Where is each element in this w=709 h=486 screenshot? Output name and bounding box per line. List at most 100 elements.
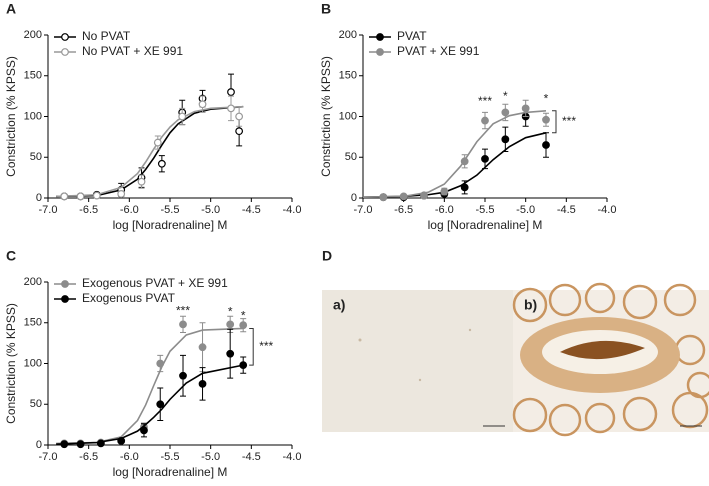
data-point: [481, 116, 489, 125]
significance: ***: [176, 304, 190, 318]
y-tick-label: 200: [339, 29, 357, 41]
panel-label: C: [6, 248, 16, 264]
data-point: [521, 104, 530, 113]
x-tick-label: -6.5: [79, 204, 98, 216]
data-point: [117, 190, 126, 198]
data-point: [227, 88, 235, 96]
fit-curve: [56, 105, 244, 198]
fit-curve: [56, 364, 244, 445]
legend-label: No PVAT: [82, 29, 131, 43]
panel-label: A: [6, 1, 16, 17]
significance: *: [241, 308, 246, 322]
data-point: [440, 187, 449, 196]
bracket: [249, 327, 254, 366]
data-point: [542, 115, 550, 124]
data-point: [156, 400, 165, 409]
data-point: [60, 192, 69, 201]
x-tick-label: -6.0: [120, 204, 139, 216]
speck: [418, 378, 422, 382]
data-point: [460, 183, 469, 192]
vessel-content: [560, 340, 645, 360]
data-point: [501, 108, 510, 117]
data-point: [179, 320, 187, 329]
data-point: [76, 440, 85, 449]
x-tick-label: -6.5: [394, 204, 413, 216]
data-point: [156, 359, 165, 368]
x-tick-label: -4.0: [283, 204, 302, 216]
legend-marker: [376, 48, 384, 56]
y-tick-label: 0: [36, 192, 42, 204]
fit-curve: [56, 105, 244, 198]
data-point: [117, 437, 126, 445]
data-point: [179, 371, 187, 380]
y-tick-label: 100: [24, 110, 42, 122]
data-point: [460, 157, 469, 166]
data-point: [227, 104, 235, 113]
x-tick-label: -4.5: [242, 451, 261, 463]
y-axis-label: Constriction (% KPSS): [319, 56, 333, 177]
x-tick-label: -5.0: [201, 204, 220, 216]
image-label: a): [333, 297, 345, 313]
data-point: [92, 191, 101, 200]
x-tick-label: -7.0: [39, 204, 58, 216]
data-point: [239, 321, 248, 330]
y-axis-label: Constriction (% KPSS): [4, 303, 18, 424]
data-point: [399, 192, 408, 201]
data-point: [379, 193, 388, 202]
x-tick-label: -5.5: [161, 451, 180, 463]
legend-marker: [61, 295, 69, 303]
legend-label: Exogenous PVAT: [82, 291, 176, 305]
x-tick-label: -6.0: [120, 451, 139, 463]
y-tick-label: 0: [36, 439, 42, 451]
data-point: [153, 138, 162, 147]
x-axis-label: log [Noradrenaline] M: [113, 465, 228, 479]
fit-curve: [362, 109, 547, 198]
data-point: [235, 112, 244, 121]
data-point: [501, 135, 510, 144]
legend-label: No PVAT + XE 991: [82, 44, 183, 58]
legend-label: PVAT: [397, 29, 427, 43]
y-tick-label: 200: [24, 29, 42, 41]
panel-label: D: [322, 248, 332, 264]
x-tick-label: -6.0: [435, 204, 454, 216]
bracket-label: ***: [562, 114, 576, 128]
data-point: [76, 192, 85, 201]
x-tick-label: -5.5: [161, 204, 180, 216]
panel-label: B: [321, 1, 331, 17]
y-axis-label: Constriction (% KPSS): [4, 56, 18, 177]
data-point: [157, 159, 166, 168]
x-tick-label: -6.5: [79, 451, 98, 463]
y-tick-label: 50: [30, 151, 42, 163]
legend-marker: [61, 280, 69, 288]
significance: *: [503, 89, 508, 103]
y-tick-label: 150: [24, 70, 42, 82]
significance: *: [228, 304, 233, 318]
fit-curve: [56, 327, 244, 445]
x-tick-label: -7.0: [354, 204, 373, 216]
y-tick-label: 0: [351, 192, 357, 204]
data-point: [198, 379, 207, 388]
data-point: [226, 349, 235, 358]
data-point: [226, 320, 235, 329]
y-tick-label: 50: [30, 398, 42, 410]
legend-marker: [61, 48, 69, 56]
data-point: [60, 440, 69, 449]
y-tick-label: 150: [24, 317, 42, 329]
significance: ***: [478, 94, 492, 108]
x-tick-label: -5.0: [201, 451, 220, 463]
y-tick-label: 50: [345, 151, 357, 163]
legend-label: Exogenous PVAT + XE 991: [82, 276, 228, 290]
y-tick-label: 200: [24, 276, 42, 288]
x-tick-label: -4.5: [242, 204, 261, 216]
x-axis-label: log [Noradrenaline] M: [113, 218, 228, 232]
legend-marker: [61, 33, 69, 41]
data-point: [481, 154, 489, 163]
fit-curve: [362, 132, 547, 198]
data-point: [239, 361, 248, 370]
speck: [358, 338, 362, 342]
y-tick-label: 150: [339, 70, 357, 82]
legend-marker: [376, 33, 384, 41]
bracket: [552, 110, 557, 134]
legend-label: PVAT + XE 991: [397, 44, 480, 58]
